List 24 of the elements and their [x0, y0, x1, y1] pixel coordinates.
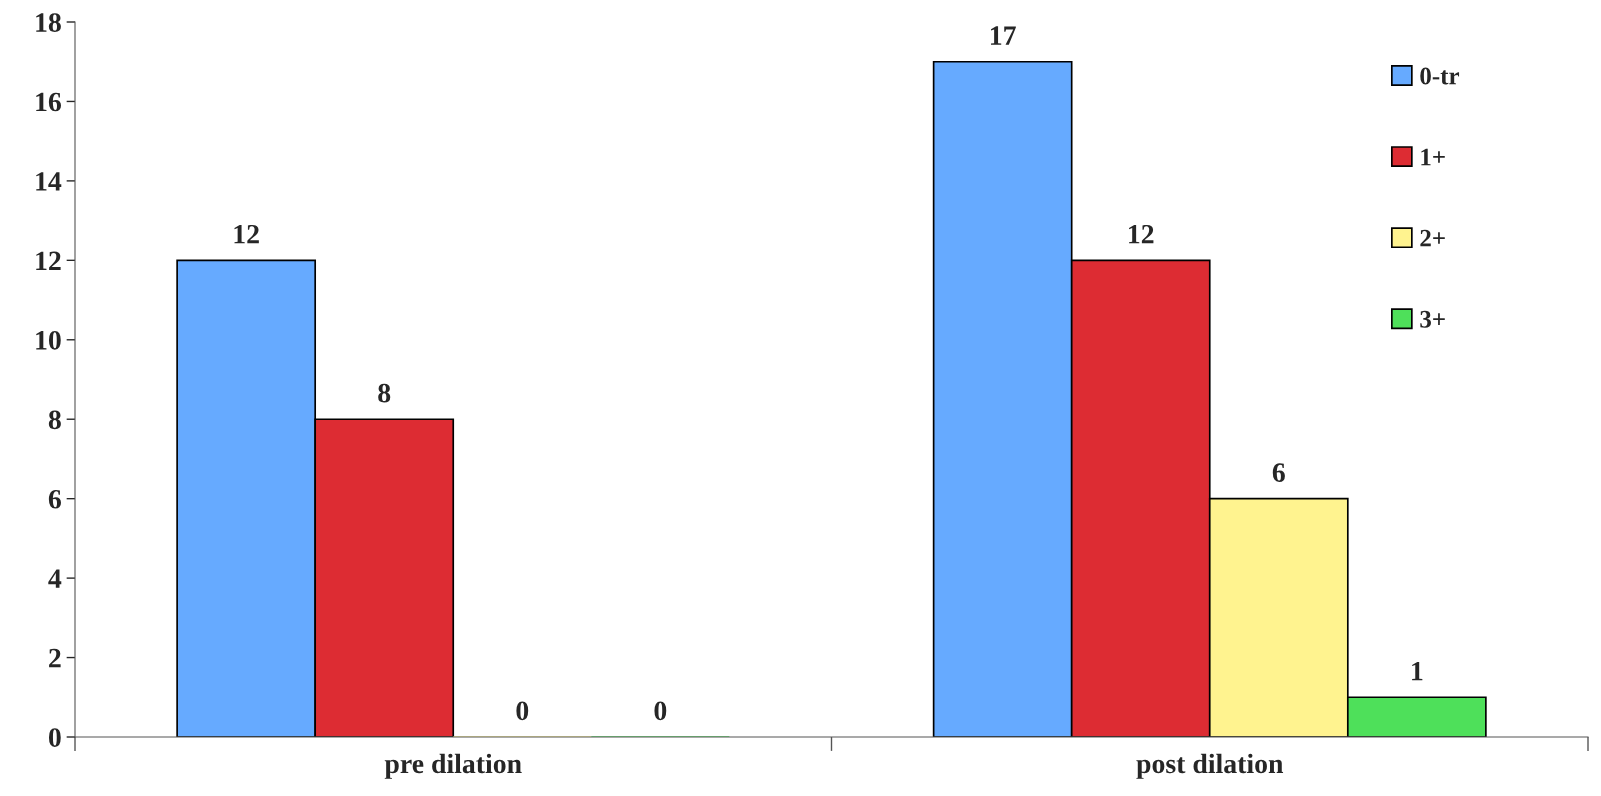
data-label: 6 [1272, 463, 1285, 482]
data-label: 0 [516, 701, 529, 721]
legend-label: 2+ [1420, 229, 1445, 247]
y-tick-label: 10 [36, 330, 61, 350]
legend-label: 1+ [1421, 148, 1445, 166]
y-tick-label: 12 [36, 251, 61, 270]
legend-label: 3+ [1420, 310, 1445, 328]
y-tick-label: 16 [36, 92, 61, 112]
data-label: 8 [378, 383, 391, 403]
data-label: 1 [1412, 661, 1423, 681]
y-tick-label: 2 [49, 648, 61, 668]
data-label: 17 [991, 26, 1016, 45]
data-label: 0 [654, 701, 667, 721]
x-tick-label: pre dilation [384, 753, 522, 779]
y-tick-label: 8 [48, 410, 61, 430]
data-label: 12 [234, 224, 259, 244]
y-tick-label: 4 [48, 569, 62, 588]
legend-label: 0-tr [1420, 67, 1460, 85]
x-tick-label: post dilation [1136, 753, 1284, 779]
y-tick-label: 14 [36, 172, 62, 191]
data-label: 12 [1129, 224, 1154, 244]
y-tick-label: 18 [36, 13, 61, 32]
y-tick-label: 6 [48, 489, 61, 509]
y-tick-label: 0 [48, 728, 61, 747]
